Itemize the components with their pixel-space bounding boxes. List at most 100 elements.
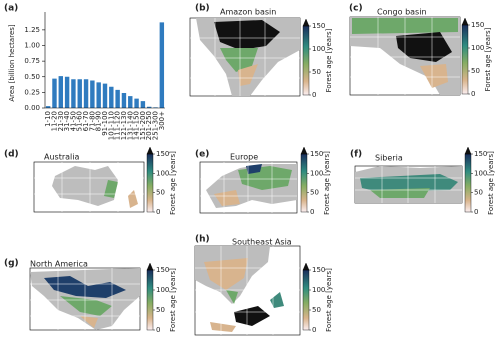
- colorbar-tick-label: 50: [156, 189, 165, 197]
- map: [33, 161, 145, 213]
- x-tick-label: 201-250: [145, 111, 153, 140]
- panel-label: (d): [4, 150, 19, 160]
- x-tick-label: 51-60: [76, 111, 84, 131]
- y-axis-label: Area [billion hectares]: [8, 24, 16, 102]
- panel-label: (g): [4, 259, 19, 269]
- colorbar-tick-label: 150: [312, 266, 325, 274]
- map: [199, 161, 298, 214]
- map: [29, 267, 141, 331]
- x-tick-label: 141-150: [133, 111, 141, 140]
- colorbar-tick-label: 150: [156, 266, 169, 274]
- bar: [140, 101, 146, 108]
- x-tick-label: 11-20: [50, 111, 58, 131]
- colorbar-tick-label: 50: [310, 189, 319, 197]
- map: [194, 245, 301, 336]
- colorbar-extend: [461, 17, 469, 26]
- colorbar-tick-label: 0: [474, 208, 478, 216]
- y-tick-label: 0.00: [24, 104, 40, 112]
- x-tick-label: 71-80: [88, 111, 96, 131]
- x-tick-label: 1-10: [44, 111, 52, 127]
- colorbar-extend: [146, 146, 154, 155]
- bar: [45, 106, 51, 108]
- bar: [115, 89, 120, 108]
- colorbar-extend: [300, 146, 308, 155]
- bar: [58, 76, 63, 108]
- panel-label: (h): [195, 235, 210, 245]
- x-tick-label: 91-100: [101, 111, 109, 136]
- colorbar-tick-label: 0: [156, 208, 160, 216]
- colorbar-tick-label: 0: [471, 90, 475, 98]
- colorbar-tick-label: 150: [310, 150, 323, 158]
- panel-label: (e): [195, 150, 209, 160]
- bar: [109, 86, 114, 108]
- map-title: Europe: [230, 153, 258, 162]
- y-tick-label: 1.25: [24, 26, 40, 34]
- map-title: Australia: [44, 153, 79, 162]
- colorbar-tick-label: 150: [471, 21, 484, 29]
- colorbar-tick-label: 100: [312, 45, 325, 53]
- x-tick-label: 21-30: [57, 111, 65, 131]
- colorbar: [302, 25, 310, 96]
- colorbar: [464, 153, 472, 213]
- colorbar-tick-label: 50: [471, 67, 480, 75]
- colorbar-tick-label: 0: [156, 326, 160, 334]
- colorbar: [302, 269, 310, 331]
- colorbar-tick-label: 0: [312, 91, 316, 99]
- x-tick-label: 121-130: [120, 111, 128, 140]
- x-tick-label: 81-90: [95, 111, 103, 131]
- colorbar-extend: [146, 262, 154, 271]
- colorbar-label: Forest age [years]: [169, 151, 177, 215]
- colorbar-tick-label: 100: [156, 169, 169, 177]
- x-tick-label: 151-200: [139, 111, 147, 140]
- colorbar-tick-label: 150: [474, 150, 487, 158]
- map-title: Southeast Asia: [232, 238, 292, 247]
- bar: [134, 98, 139, 108]
- colorbar-label: Forest age [years]: [484, 27, 492, 91]
- colorbar-tick-label: 50: [474, 189, 483, 197]
- x-tick-label: 101-110: [107, 111, 115, 140]
- bar: [128, 96, 133, 108]
- colorbar-tick-label: 50: [312, 306, 321, 314]
- colorbar-tick-label: 0: [312, 326, 316, 334]
- colorbar-tick-label: 100: [474, 169, 487, 177]
- bar: [153, 107, 158, 108]
- bar: [147, 106, 152, 108]
- colorbar-tick-label: 0: [310, 208, 314, 216]
- map-title: North America: [30, 260, 88, 269]
- y-tick-label: 0.25: [24, 88, 40, 96]
- colorbar: [300, 153, 308, 213]
- bar: [71, 79, 76, 108]
- colorbar-label: Forest age [years]: [487, 151, 495, 215]
- bar: [77, 79, 82, 108]
- bar: [102, 83, 108, 108]
- map-title: Amazon basin: [220, 8, 276, 17]
- colorbar-extend: [302, 262, 310, 271]
- colorbar-label: Forest age [years]: [323, 151, 331, 215]
- colorbar-extend: [302, 18, 310, 27]
- panel-label: (a): [4, 4, 18, 14]
- colorbar-tick-label: 100: [471, 44, 484, 52]
- colorbar-tick-label: 150: [312, 22, 325, 30]
- x-tick-label: 61-70: [82, 111, 90, 131]
- bar: [121, 93, 127, 108]
- panel-label: (f): [350, 150, 362, 160]
- colorbar: [461, 24, 469, 95]
- y-tick-label: 1.00: [24, 42, 40, 50]
- bar: [159, 22, 165, 108]
- panel-label: (b): [195, 4, 210, 14]
- x-tick-label: 131-140: [126, 111, 134, 140]
- bar: [64, 76, 70, 108]
- y-tick-label: 0.50: [24, 73, 40, 81]
- colorbar-label: Forest age [years]: [325, 268, 333, 332]
- map: [354, 165, 463, 204]
- x-tick-label: 300+: [158, 111, 166, 130]
- map-title: Siberia: [375, 154, 403, 163]
- x-tick-label: 41-50: [69, 111, 77, 131]
- colorbar-label: Forest age [years]: [325, 28, 333, 92]
- x-tick-label: 111-120: [114, 111, 122, 140]
- x-tick-label: 251-300: [152, 111, 160, 140]
- bar: [83, 79, 89, 108]
- bar: [52, 78, 57, 108]
- map: [349, 16, 461, 96]
